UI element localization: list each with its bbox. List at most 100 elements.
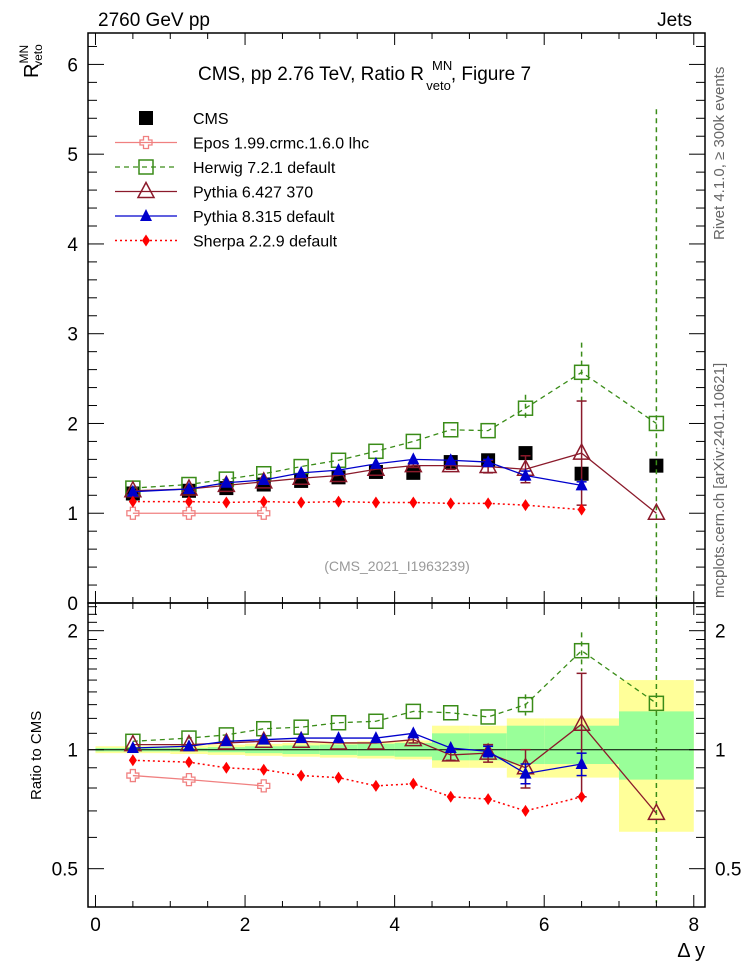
main-point-sherpa-2-2-9-default [371, 496, 380, 509]
main-series-sherpa-2-2-9-default [128, 495, 586, 516]
ratio-point-pythia-8-315-default [257, 732, 270, 745]
main-point-pythia-6-427-370 [647, 502, 666, 520]
ratio-point-herwig-7-2-1-default [648, 695, 665, 712]
ratio-point-epos-1-99-crmc-1-6-0-lhc [126, 768, 140, 783]
ylabel-sup: MN [17, 45, 31, 64]
ratio-point-herwig-7-2-1-default [442, 705, 459, 721]
main-point-sherpa-2-2-9-default [484, 497, 493, 510]
ratio-point-sherpa-2-2-9-default [521, 804, 530, 817]
ratio-point-sherpa-2-2-9-default [222, 761, 231, 774]
ratio-point-sherpa-2-2-9-default [409, 777, 418, 790]
ratio-uncertainty-bands [88, 680, 705, 832]
main-point-pythia-8-315-default [257, 473, 270, 486]
main-series [123, 109, 666, 603]
side-label-bottom: mcplots.cern.ch [arXiv:2401.10621] [711, 363, 728, 598]
main-point-pythia-8-315-default [182, 482, 195, 494]
ratio-point-pythia-8-315-default [369, 731, 382, 744]
main-series-pythia-8-315-default [126, 452, 588, 497]
main-point-sherpa-2-2-9-default [334, 495, 343, 508]
main-point-pythia-8-315-default [482, 455, 495, 468]
main-point-sherpa-2-2-9-default [521, 499, 530, 512]
ratio-point-herwig-7-2-1-default [517, 696, 534, 713]
ratio-point-pythia-8-315-default [519, 766, 532, 779]
main-point-sherpa-2-2-9-default [222, 496, 231, 509]
ratio-point-pythia-8-315-default [295, 731, 308, 744]
legend-entry: CMS [139, 111, 229, 128]
ylabel-base: R [21, 64, 43, 78]
svg-text:RMNveto: RMNveto [17, 44, 45, 78]
legend-entry: Epos 1.99.crmc.1.6.0 lhc [115, 136, 369, 153]
ratio-point-pythia-8-315-default [332, 731, 345, 744]
analysis-label: (CMS_2021_I1963239) [324, 558, 470, 574]
ratio-series-sherpa-2-2-9-default [128, 754, 586, 817]
ratio-point-epos-1-99-crmc-1-6-0-lhc [182, 772, 196, 787]
ratio-series [123, 603, 666, 903]
ratio-point-sherpa-2-2-9-default [371, 779, 380, 792]
ratio-point-pythia-8-315-default [482, 744, 495, 757]
main-point-herwig-7-2-1-default [517, 400, 534, 416]
ratio-point-sherpa-2-2-9-default [484, 793, 493, 806]
ratio-point-sherpa-2-2-9-default [297, 769, 306, 782]
legend-marker [139, 135, 153, 150]
main-frame [87, 32, 706, 604]
main-ylabel: RMNveto [17, 44, 45, 78]
ratio-y-tick-label: 1 [67, 741, 78, 762]
ratio-series-pythia-8-315-default [126, 726, 588, 785]
header-left: 2760 GeV pp [98, 10, 210, 31]
ratio-line-pythia-8-315-default [132, 732, 582, 775]
main-point-herwig-7-2-1-default [405, 433, 422, 450]
main-point-herwig-7-2-1-default [648, 415, 665, 432]
main-point-pythia-6-427-370 [572, 442, 591, 460]
main-point-pythia-8-315-default [575, 478, 588, 491]
main-point-pythia-8-315-default [220, 475, 233, 488]
legend-marker [136, 180, 156, 199]
main-series-herwig-7-2-1-default [125, 109, 665, 603]
axes: 0 2 4 6 8 0 1 2 3 4 5 6 0.5 0.5 1 1 2 2 [52, 32, 741, 936]
ratio-point-herwig-7-2-1-default [480, 709, 496, 725]
main-point-pythia-8-315-default [126, 484, 139, 497]
main-point-sherpa-2-2-9-default [184, 495, 193, 508]
ratio-point-sherpa-2-2-9-default [334, 771, 343, 784]
main-point-herwig-7-2-1-default [573, 364, 590, 381]
ratio-point-sherpa-2-2-9-default [128, 754, 137, 767]
ratio-ylabel: Ratio to CMS [28, 711, 45, 800]
main-y-tick-label: 3 [67, 325, 78, 346]
ratio-point-pythia-6-427-370 [441, 744, 460, 762]
legend-label: Epos 1.99.crmc.1.6.0 lhc [193, 136, 369, 153]
ylabel-sub: veto [31, 44, 45, 67]
main-y-tick-label: 5 [67, 145, 78, 166]
ratio-point-epos-1-99-crmc-1-6-0-lhc [257, 779, 271, 793]
x-tick-label: 0 [90, 915, 101, 936]
main-point-pythia-6-427-370 [179, 478, 199, 496]
legend-label: Pythia 6.427 370 [193, 185, 313, 202]
ratio-point-pythia-8-315-default [220, 734, 233, 747]
ratio-y-tick-label: 0.5 [52, 860, 78, 881]
main-point-pythia-8-315-default [519, 468, 532, 481]
main-y-tick-label: 0 [67, 594, 78, 615]
x-tick-label: 6 [539, 915, 550, 936]
main-point-sherpa-2-2-9-default [409, 496, 418, 509]
side-label-top: Rivet 4.1.0, ≥ 300k events [711, 67, 728, 240]
main-point-sherpa-2-2-9-default [128, 495, 137, 508]
ratio-line-sherpa-2-2-9-default [132, 759, 582, 812]
main-point-pythia-8-315-default [407, 452, 420, 465]
main-y-tick-label: 4 [67, 235, 78, 256]
main-point-herwig-7-2-1-default [442, 422, 459, 438]
ratio-point-pythia-8-315-default [444, 740, 457, 753]
x-tick-label: 4 [389, 915, 400, 936]
main-point-herwig-7-2-1-default [480, 422, 496, 439]
main-point-pythia-8-315-default [369, 456, 382, 469]
title-sub: veto [426, 78, 451, 93]
ratio-point-pythia-8-315-default [182, 739, 195, 752]
legend-entry: Pythia 6.427 370 [115, 180, 313, 202]
main-series-epos-1-99-crmc-1-6-0-lhc [126, 506, 271, 520]
legend-marker [140, 209, 152, 221]
legend-entry: Herwig 7.2.1 default [115, 159, 336, 177]
ratio-y-tick-label: 2 [67, 622, 78, 643]
header-right: Jets [657, 10, 692, 31]
main-y-tick-label: 2 [67, 414, 78, 435]
main-point-epos-1-99-crmc-1-6-0-lhc [126, 506, 140, 520]
ratio-series-epos-1-99-crmc-1-6-0-lhc [126, 768, 271, 793]
x-axis-label: Δ y [677, 940, 705, 962]
ratio-point-herwig-7-2-1-default [405, 703, 422, 720]
